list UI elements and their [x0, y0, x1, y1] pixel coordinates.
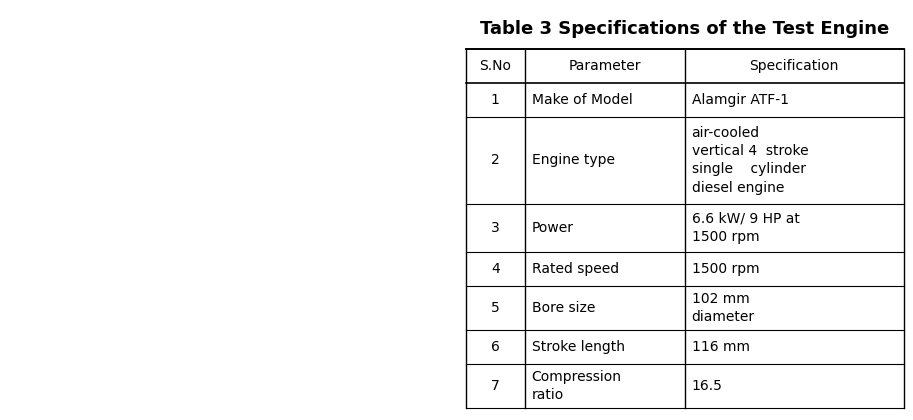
Bar	[685, 364, 904, 407]
Text: S.No: S.No	[479, 59, 511, 73]
Text: 6: 6	[491, 340, 499, 354]
Text: 2: 2	[491, 153, 499, 167]
Text: 1500 rpm: 1500 rpm	[692, 262, 760, 276]
Text: 4: 4	[491, 262, 499, 276]
Text: 116 mm: 116 mm	[692, 340, 750, 354]
Bar	[466, 364, 525, 407]
Text: 3: 3	[491, 221, 499, 235]
Text: 7: 7	[491, 379, 499, 393]
Bar	[525, 286, 685, 330]
Bar	[466, 49, 525, 83]
Text: Stroke length: Stroke length	[531, 340, 624, 354]
Bar	[525, 83, 685, 117]
Bar	[685, 330, 904, 364]
Text: 1: 1	[491, 93, 499, 107]
Text: Make of Model: Make of Model	[531, 93, 633, 107]
Bar	[525, 117, 685, 204]
Text: Parameter: Parameter	[569, 59, 641, 73]
Bar	[525, 330, 685, 364]
Bar	[525, 204, 685, 252]
Bar	[685, 117, 904, 204]
Bar	[685, 204, 904, 252]
Text: air-cooled
vertical 4  stroke
single    cylinder
diesel engine: air-cooled vertical 4 stroke single cyli…	[692, 126, 808, 195]
Text: Rated speed: Rated speed	[531, 262, 619, 276]
Text: 5: 5	[491, 301, 499, 315]
Text: Table 3 Specifications of the Test Engine: Table 3 Specifications of the Test Engin…	[480, 21, 889, 39]
Text: 102 mm
diameter: 102 mm diameter	[692, 292, 755, 324]
Text: Specification: Specification	[750, 59, 839, 73]
Bar	[685, 252, 904, 286]
Bar	[525, 49, 685, 83]
Text: 6.6 kW/ 9 HP at
1500 rpm: 6.6 kW/ 9 HP at 1500 rpm	[692, 212, 800, 244]
Bar	[685, 83, 904, 117]
Bar	[466, 252, 525, 286]
Bar	[466, 83, 525, 117]
Text: Compression
ratio: Compression ratio	[531, 370, 622, 402]
Bar	[525, 364, 685, 407]
Text: Alamgir ATF-1: Alamgir ATF-1	[692, 93, 789, 107]
Text: Power: Power	[531, 221, 573, 235]
Bar	[685, 49, 904, 83]
Text: 16.5: 16.5	[692, 379, 722, 393]
Bar	[466, 286, 525, 330]
Bar	[466, 204, 525, 252]
Bar	[525, 252, 685, 286]
Bar	[685, 286, 904, 330]
Bar	[466, 330, 525, 364]
Text: Engine type: Engine type	[531, 153, 614, 167]
Bar	[466, 117, 525, 204]
Text: Bore size: Bore size	[531, 301, 595, 315]
